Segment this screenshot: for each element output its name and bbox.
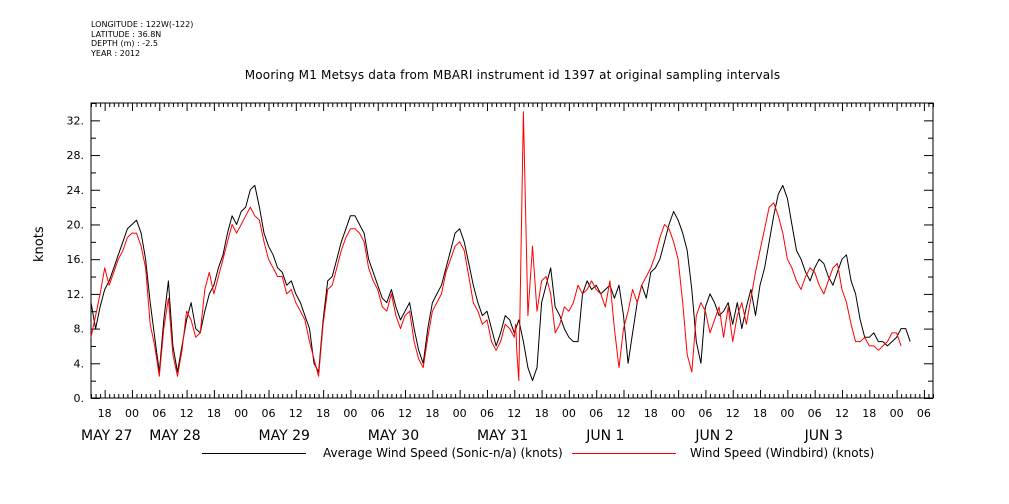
x-tick-label: 00	[671, 407, 685, 420]
plot-border	[90, 102, 934, 399]
series-lines	[90, 111, 911, 382]
x-tick-label: 18	[98, 407, 112, 420]
longitude-label: LONGITUDE : 122W(-122)	[91, 20, 194, 29]
x-tick-label: 06	[152, 407, 166, 420]
x-tick-label: 12	[507, 407, 521, 420]
plot-frame	[90, 102, 934, 399]
y-tick-label: 20.	[67, 218, 85, 231]
x-tick-label: 00	[780, 407, 794, 420]
chart-title: Mooring M1 Metsys data from MBARI instru…	[244, 68, 781, 82]
x-tick-label: 06	[917, 407, 931, 420]
x-tick-label: 18	[535, 407, 549, 420]
day-labels: MAY 27 MAY 28 MAY 29 MAY 30 MAY 31 JUN 1 JUN 2…	[81, 428, 843, 444]
legend-label-windbird: Wind Speed (Windbird) (knots)	[690, 446, 875, 460]
y-tick-label: 0.	[74, 392, 85, 405]
y-tick-label: 32.	[67, 114, 85, 127]
x-tick-label: 00	[562, 407, 576, 420]
x-tick-label: 12	[617, 407, 631, 420]
x-tick-labels: 18 00 06 12 18 00 06 12 18 00 06 12 18 00 06 12 18 00 06 12…	[98, 407, 931, 420]
x-tick-label: 00	[234, 407, 248, 420]
day-label: MAY 27	[81, 428, 132, 444]
x-tick-label: 12	[398, 407, 412, 420]
day-label: MAY 28	[149, 428, 200, 444]
day-label: JUN 2	[694, 428, 733, 444]
y-tick-labels: 0. 4. 8. 12. 16. 20. 24. 28. 32.	[67, 114, 85, 405]
x-tick-label: 18	[425, 407, 439, 420]
metadata-block: LONGITUDE : 122W(-122) LATITUDE : 36.8N …	[91, 20, 193, 58]
day-label: JUN 1	[585, 428, 624, 444]
x-tick-label: 06	[262, 407, 276, 420]
day-label: JUN 3	[804, 428, 843, 444]
y-tick-label: 12.	[67, 288, 85, 301]
x-tick-label: 18	[207, 407, 221, 420]
x-tick-label: 06	[589, 407, 603, 420]
x-tick-label: 18	[862, 407, 876, 420]
depth-label: DEPTH (m) : -2.5	[91, 39, 158, 48]
x-tick-label: 00	[125, 407, 139, 420]
series-line-1	[90, 111, 902, 382]
year-label: YEAR : 2012	[91, 48, 141, 58]
day-label: MAY 31	[477, 428, 528, 444]
latitude-label: LATITUDE : 36.8N	[91, 29, 162, 39]
x-tick-label: 00	[343, 407, 357, 420]
y-tick-label: 28.	[67, 149, 85, 162]
x-tick-label: 06	[698, 407, 712, 420]
x-tick-label: 18	[753, 407, 767, 420]
x-tick-label: 12	[726, 407, 740, 420]
x-tick-label: 00	[890, 407, 904, 420]
y-tick-label: 24.	[67, 184, 85, 197]
x-tick-label: 12	[835, 407, 849, 420]
x-tick-label: 00	[453, 407, 467, 420]
x-tick-label: 12	[289, 407, 303, 420]
day-label: MAY 30	[368, 428, 419, 444]
y-tick-label: 16.	[67, 253, 85, 266]
y-tick-label: 8.	[74, 323, 85, 336]
axis-ticks	[91, 103, 934, 399]
x-tick-label: 06	[808, 407, 822, 420]
legend-label-average-wind: Average Wind Speed (Sonic-n/a) (knots)	[323, 446, 563, 460]
series-line-0	[90, 184, 911, 382]
x-tick-label: 06	[480, 407, 494, 420]
x-tick-label: 06	[371, 407, 385, 420]
x-tick-label: 18	[644, 407, 658, 420]
day-label: MAY 29	[259, 428, 310, 444]
y-tick-label: 4.	[74, 357, 85, 370]
x-tick-label: 12	[180, 407, 194, 420]
chart-title-wrap: Mooring M1 Metsys data from MBARI instru…	[0, 68, 1009, 82]
x-tick-label: 18	[316, 407, 330, 420]
